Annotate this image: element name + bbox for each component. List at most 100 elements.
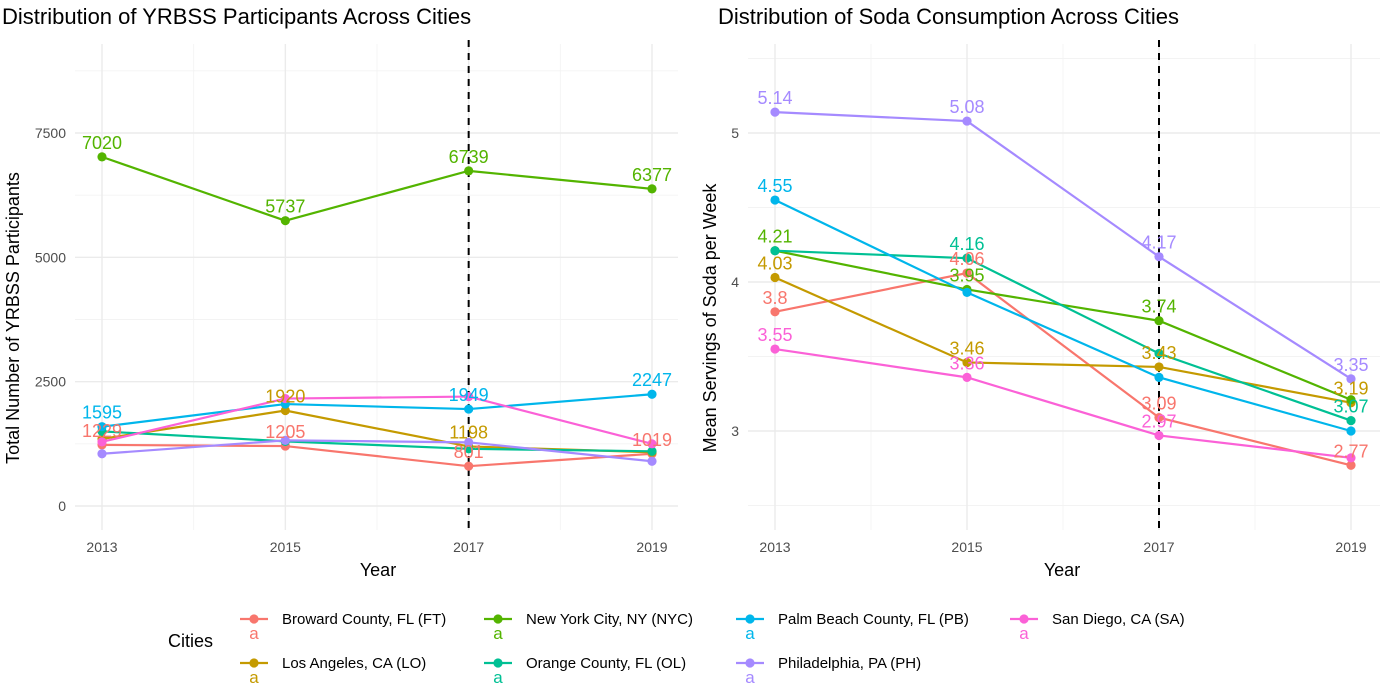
soda-y-ticks: 3 4 5	[731, 125, 739, 439]
participants-y-ticks: 0 2500 5000 7500	[35, 125, 66, 514]
series-line	[774, 199, 1352, 433]
data-label: 1920	[265, 387, 305, 407]
legend-key-glyph: a	[1019, 624, 1029, 643]
series-line	[774, 249, 1352, 422]
participants-x-tick-label: 2019	[636, 539, 667, 555]
data-point	[962, 287, 972, 298]
data-point	[280, 435, 290, 445]
participants-x-tick-label: 2015	[270, 539, 301, 555]
soda-chart-title: Distribution of Soda Consumption Across …	[718, 4, 1179, 29]
series-line	[101, 430, 653, 453]
data-label: 3.8	[762, 288, 787, 308]
series-line	[774, 271, 1352, 467]
data-label: 4.06	[949, 249, 984, 269]
data-label: 3.74	[1141, 297, 1176, 317]
data-label: 2.97	[1141, 411, 1176, 431]
data-point	[1154, 430, 1164, 441]
legend-key-point	[745, 614, 755, 624]
data-label: 1198	[449, 422, 488, 442]
data-point	[464, 404, 474, 414]
legend-label: San Diego, CA (SA)	[1052, 611, 1185, 628]
soda-series-philadelphia-pa-ph	[770, 107, 1356, 384]
data-point	[770, 272, 780, 283]
participants-series-san-diego-ca-sa	[97, 391, 657, 449]
series-line	[774, 276, 1352, 404]
data-point	[1346, 415, 1356, 426]
data-point	[97, 422, 107, 432]
participants-chart-title: Distribution of YRBSS Participants Acros…	[2, 4, 471, 29]
data-point	[1154, 372, 1164, 382]
data-point	[97, 152, 107, 162]
data-point	[1154, 316, 1164, 326]
data-point	[770, 307, 780, 317]
data-point	[647, 184, 657, 194]
participants-series-philadelphia-pa-ph	[97, 435, 657, 466]
data-label: 2247	[632, 370, 672, 390]
data-label: 6377	[632, 165, 672, 185]
legend-key-point	[745, 658, 755, 668]
data-label: 4.55	[757, 176, 792, 196]
data-point	[962, 357, 972, 368]
data-label: 3.55	[757, 325, 792, 345]
participants-y-tick-label: 0	[58, 498, 66, 514]
data-point	[770, 107, 780, 117]
participants-x-axis-label: Year	[360, 560, 396, 580]
data-point	[464, 166, 474, 176]
series-line	[101, 439, 653, 463]
soda-y-tick-label: 4	[731, 274, 739, 290]
participants-y-tick-label: 7500	[35, 125, 66, 141]
legend-item-philadelphia-pa-ph: a Philadelphia, PA (PH)	[736, 655, 921, 685]
legend-key-glyph: a	[493, 624, 503, 643]
data-label: 4.03	[757, 254, 792, 274]
series-line	[101, 393, 653, 428]
data-point	[647, 439, 657, 449]
legend-item-palm-beach-county-fl-pb: a Palm Beach County, FL (PB)	[736, 611, 969, 643]
data-point	[464, 444, 474, 454]
soda-y-axis-label: Mean Servings of Soda per Week	[700, 183, 720, 453]
legend-key-glyph: a	[249, 624, 259, 643]
series-line	[774, 347, 1352, 459]
soda-series: 3.8 4.06 3.09 2.77 4.03 3.46 3.43 3.19 4.21 3.95 3…	[757, 88, 1369, 470]
legend-label: Broward County, FL (FT)	[282, 611, 446, 628]
soda-y-tick-label: 3	[731, 423, 739, 439]
data-point	[97, 437, 107, 447]
data-label: 3.19	[1333, 379, 1368, 399]
series-line	[101, 155, 653, 222]
data-label: 801	[454, 442, 484, 462]
legend-key-glyph: a	[249, 668, 259, 685]
legend-label: Los Angeles, CA (LO)	[282, 655, 426, 672]
data-label: 1595	[82, 403, 122, 423]
data-label: 7020	[82, 133, 122, 153]
data-point	[770, 344, 780, 354]
participants-y-axis-label: Total Number of YRBSS Participants	[3, 172, 23, 464]
legend-items: a Broward County, FL (FT) a New York City, …	[240, 611, 1185, 685]
participants-series: 1229 1205 801 1019 1920 1198 7020 5737 6739 6377 1…	[82, 133, 672, 471]
legend-item-los-angeles-ca-lo: a Los Angeles, CA (LO)	[240, 655, 426, 685]
legend-item-orange-county-fl-ol: a Orange County, FL (OL)	[484, 655, 686, 685]
data-label: 3.43	[1141, 343, 1176, 363]
soda-series-orange-county-fl-ol	[770, 246, 1356, 426]
data-label: 3.09	[1141, 394, 1176, 414]
data-label: 3.36	[949, 353, 984, 373]
data-point	[97, 449, 107, 459]
data-label: 5737	[265, 197, 305, 217]
data-point	[1154, 348, 1164, 359]
participants-x-tick-label: 2017	[453, 539, 484, 555]
soda-x-ticks: 2013 2015 2017 2019	[759, 539, 1366, 555]
legend-key-point	[249, 614, 259, 624]
data-point	[647, 389, 657, 399]
soda-x-axis-label: Year	[1044, 560, 1080, 580]
soda-gridlines	[748, 44, 1380, 530]
legend-title: Cities	[168, 631, 213, 651]
soda-x-tick-label: 2015	[951, 539, 982, 555]
data-point	[647, 446, 657, 456]
data-point	[1346, 453, 1356, 463]
participants-panel: Distribution of YRBSS Participants Acros…	[2, 4, 678, 580]
participants-x-ticks: 2013 2015 2017 2019	[86, 539, 667, 555]
legend: Cities a Broward County, FL (FT) a New York…	[168, 611, 1185, 685]
legend-key-glyph: a	[745, 624, 755, 643]
data-point	[280, 405, 290, 416]
participants-series-orange-county-fl-ol	[97, 426, 657, 456]
data-label: 1205	[265, 422, 305, 442]
